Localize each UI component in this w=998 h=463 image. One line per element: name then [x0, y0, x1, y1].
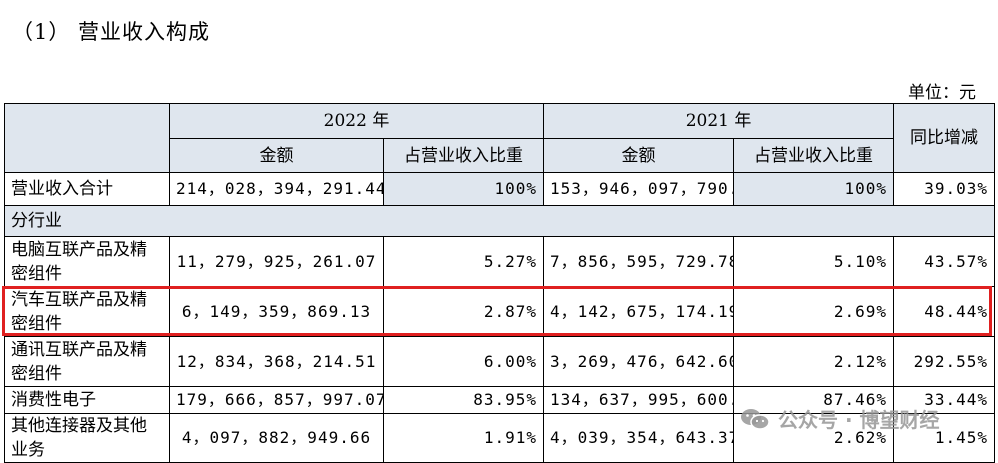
ratio-2022-cell: 6.00%	[382, 336, 545, 387]
header-ratio-2022: 占营业收入比重	[382, 138, 545, 173]
amount-2021-cell: 4，142，675，174.19	[543, 286, 735, 337]
ratio-2022-cell: 2.87%	[382, 286, 545, 337]
ratio-2021-cell: 5.10%	[733, 236, 895, 287]
table-row: 电脑互联产品及精密组件 11，279，925，261.07 5.27% 7，85…	[4, 236, 996, 287]
ratio-2022-cell: 100%	[382, 172, 545, 206]
header-amount-2021: 金额	[543, 138, 735, 173]
yoy-cell: 39.03%	[893, 172, 996, 206]
table-row: 通讯互联产品及精密组件 12，834，368，214.51 6.00% 3，26…	[4, 336, 996, 387]
table-row-total: 营业收入合计 214，028，394，291.44 100% 153，946，0…	[4, 172, 996, 206]
amount-2021-cell: 4，039，354，643.37	[543, 413, 735, 463]
watermark-text: 公众号 · 博望财经	[778, 408, 940, 432]
yoy-cell: 1.45%	[893, 413, 996, 463]
amount-2021-cell: 153，946，097，790.40	[543, 172, 735, 206]
unit-label: 单位：元	[908, 83, 976, 103]
header-row-years: 2022 年 2021 年 同比增减	[4, 103, 996, 173]
amount-2022-cell: 214，028，394，291.44	[169, 172, 384, 206]
row-label: 汽车互联产品及精密组件	[4, 286, 170, 337]
amount-2021-cell: 134，637，995，600.46	[543, 386, 735, 414]
revenue-table: 2022 年 2021 年 同比增减 金额 占营业收入比重 金额 占营业收入比重…	[3, 103, 996, 463]
section-heading: （1） 营业收入构成	[12, 20, 211, 44]
amount-2022-cell: 179，666，857，997.07	[169, 386, 384, 414]
ratio-2022-cell: 83.95%	[382, 386, 545, 414]
header-year-2021: 2021 年	[543, 103, 895, 139]
yoy-cell: 48.44%	[893, 286, 996, 337]
row-label: 消费性电子	[4, 386, 170, 414]
header-row-columns: 金额 占营业收入比重 金额 占营业收入比重	[5, 138, 995, 173]
table-row: 其他连接器及其他业务 4，097，882，949.66 1.91% 4，039，…	[4, 413, 996, 463]
watermark: 公众号 · 博望财经	[740, 404, 940, 433]
header-amount-2022: 金额	[169, 138, 384, 173]
header-year-2022: 2022 年	[168, 103, 545, 139]
table-row-section: 分行业	[3, 205, 996, 237]
ratio-2021-cell: 100%	[733, 172, 895, 206]
amount-2022-cell: 6，149，359，869.13	[169, 286, 384, 337]
header-yoy: 同比增减	[893, 103, 996, 173]
row-label: 电脑互联产品及精密组件	[4, 236, 170, 287]
yoy-cell: 292.55%	[893, 336, 996, 387]
amount-2022-cell: 12，834，368，214.51	[169, 336, 384, 387]
yoy-cell: 33.44%	[893, 386, 996, 414]
ratio-2022-cell: 1.91%	[382, 413, 545, 463]
row-label: 通讯互联产品及精密组件	[4, 336, 170, 387]
ratio-2021-cell: 2.69%	[733, 286, 895, 337]
ratio-2021-cell: 87.46%	[733, 386, 895, 414]
ratio-2022-cell: 5.27%	[382, 236, 545, 287]
amount-2022-cell: 11，279，925，261.07	[169, 236, 384, 287]
yoy-cell: 43.57%	[893, 236, 996, 287]
header-ratio-2021: 占营业收入比重	[733, 138, 895, 173]
amount-2022-cell: 4，097，882，949.66	[169, 413, 384, 463]
header-corner-cell	[4, 103, 170, 173]
section-label: 分行业	[3, 205, 996, 237]
amount-2021-cell: 3，269，476，642.60	[543, 336, 735, 387]
ratio-2021-cell: 2.12%	[733, 336, 895, 387]
wechat-icon	[741, 408, 770, 430]
row-label: 其他连接器及其他业务	[4, 413, 170, 463]
table-row-highlighted: 汽车互联产品及精密组件 6，149，359，869.13 2.87% 4，142…	[4, 286, 996, 337]
row-label: 营业收入合计	[4, 172, 170, 206]
amount-2021-cell: 7，856，595，729.78	[543, 236, 735, 287]
